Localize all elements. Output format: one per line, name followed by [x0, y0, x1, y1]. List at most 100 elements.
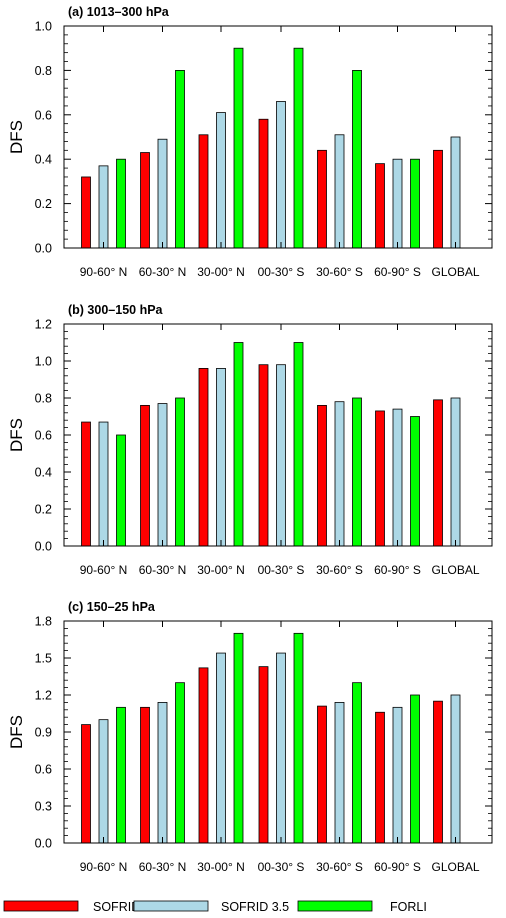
x-tick-label: 60-30° N [139, 563, 187, 577]
bar-sofrid-3-5-7 [450, 694, 461, 844]
y-tick-label: 0.2 [35, 197, 52, 211]
chart-panel-3: (c) 150–25 hPa DFS 0.0 0.3 0.6 0.9 1.2 1.5 1.8 90… [7, 600, 493, 874]
bar-sofrid-1-6-6 [375, 410, 385, 547]
x-tick-label: 90-60° N [80, 563, 128, 577]
x-tick-label: 00-30° S [258, 860, 305, 874]
x-tick-label: 60-30° N [139, 265, 187, 279]
y-tick-label: 0.8 [35, 392, 52, 406]
legend-swatch-2 [133, 900, 209, 912]
y-tick-label: 0.0 [35, 540, 52, 554]
bar-sofrid-3-5-3 [216, 652, 226, 844]
bar-forli-6 [410, 416, 420, 547]
legend-swatch-3 [297, 900, 373, 912]
bar-forli-5 [352, 70, 362, 249]
bar-forli-5 [352, 682, 362, 844]
x-tick-label: 30-60° S [316, 265, 363, 279]
bar-forli-5 [352, 397, 362, 547]
x-tick-label: 00-30° S [258, 265, 305, 279]
x-tick-label: GLOBAL [431, 265, 479, 279]
bar-sofrid-3-5-3 [216, 112, 226, 249]
y-tick-label: 0.2 [35, 503, 52, 517]
bar-sofrid-1-6-5 [317, 705, 327, 844]
panel-title: (a) 1013–300 hPa [68, 5, 170, 19]
y-axis-label: DFS [7, 120, 26, 154]
legend-label-2: SOFRID 3.5 [221, 900, 289, 914]
bar-sofrid-1-6-1 [81, 421, 91, 547]
x-tick-label: 00-30° S [258, 563, 305, 577]
bar-sofrid-1-6-7 [433, 399, 443, 547]
x-tick-label: 30-60° S [316, 563, 363, 577]
bar-forli-2 [175, 397, 185, 547]
bar-forli-1 [116, 434, 126, 547]
bar-sofrid-3-5-2 [157, 138, 168, 249]
y-tick-label: 0.4 [35, 466, 52, 480]
bar-sofrid-1-6-4 [258, 364, 269, 547]
bar-sofrid-3-5-5 [334, 702, 345, 844]
bar-forli-4 [293, 342, 304, 547]
x-tick-label: 30-00° N [197, 265, 245, 279]
y-tick-label: 1.2 [35, 689, 52, 703]
bar-sofrid-3-5-3 [216, 367, 226, 547]
y-tick-label: 0.0 [35, 242, 52, 256]
bar-sofrid-3-5-7 [450, 397, 461, 547]
y-tick-label: 1.0 [35, 20, 52, 34]
bar-sofrid-3-5-4 [276, 364, 286, 547]
bar-forli-4 [293, 47, 304, 249]
y-tick-label: 0.6 [35, 763, 52, 777]
bar-sofrid-3-5-2 [157, 702, 168, 844]
y-tick-label: 1.5 [35, 652, 52, 666]
bar-sofrid-1-6-7 [433, 149, 443, 249]
x-tick-label: GLOBAL [431, 563, 479, 577]
bar-forli-1 [116, 706, 126, 844]
bar-sofrid-1-6-2 [140, 404, 150, 547]
chart-panel-1: (a) 1013–300 hPa DFS 0.0 0.2 0.4 0.6 0.8 1.0 90-… [7, 5, 493, 279]
bar-forli-3 [233, 342, 244, 547]
x-tick-label: 30-60° S [316, 860, 363, 874]
y-tick-label: 0.6 [35, 429, 52, 443]
bar-forli-3 [233, 47, 244, 249]
y-axis-label: DFS [7, 418, 26, 452]
bar-sofrid-3-5-6 [392, 158, 403, 249]
panel-title: (b) 300–150 hPa [68, 303, 164, 317]
plot-frame [63, 25, 493, 249]
y-tick-label: 0.3 [35, 800, 52, 814]
y-tick-label: 0.6 [35, 108, 52, 122]
x-tick-label: 60-90° S [374, 563, 421, 577]
bar-forli-3 [233, 632, 244, 844]
x-tick-label: 30-00° N [197, 563, 245, 577]
y-tick-label: 1.2 [35, 318, 52, 332]
y-axis-label: DFS [7, 715, 26, 749]
bar-sofrid-3-5-7 [450, 136, 461, 249]
y-tick-label: 0.4 [35, 153, 52, 167]
bar-sofrid-1-6-7 [433, 700, 443, 844]
panel-title: (c) 150–25 hPa [68, 600, 156, 614]
bar-sofrid-3-5-6 [392, 706, 403, 844]
legend-swatch-1 [3, 900, 79, 912]
bar-forli-1 [116, 158, 126, 249]
bar-sofrid-1-6-5 [317, 404, 327, 547]
bar-sofrid-3-5-1 [98, 165, 109, 249]
bar-sofrid-1-6-6 [375, 711, 385, 844]
bar-sofrid-1-6-1 [81, 724, 91, 844]
bar-forli-2 [175, 682, 185, 844]
bar-sofrid-3-5-5 [334, 134, 345, 249]
legend: SOFRID 1.6 SOFRID 3.5 FORLI [3, 900, 427, 914]
bar-sofrid-1-6-4 [258, 118, 269, 249]
bar-sofrid-1-6-2 [140, 706, 150, 844]
bar-forli-6 [410, 158, 420, 249]
y-tick-label: 0.9 [35, 726, 52, 740]
bar-sofrid-1-6-3 [198, 134, 209, 249]
bar-sofrid-3-5-1 [98, 421, 109, 547]
bar-sofrid-3-5-2 [157, 403, 168, 547]
bar-sofrid-1-6-1 [81, 176, 91, 249]
bar-sofrid-1-6-4 [258, 666, 269, 844]
bar-sofrid-1-6-3 [198, 367, 209, 547]
x-tick-label: 60-30° N [139, 860, 187, 874]
bar-forli-4 [293, 632, 304, 844]
y-tick-label: 1.0 [35, 355, 52, 369]
x-tick-label: 90-60° N [80, 265, 128, 279]
bar-sofrid-3-5-1 [98, 719, 109, 844]
y-tick-label: 1.8 [35, 615, 52, 629]
y-tick-label: 0.0 [35, 837, 52, 851]
